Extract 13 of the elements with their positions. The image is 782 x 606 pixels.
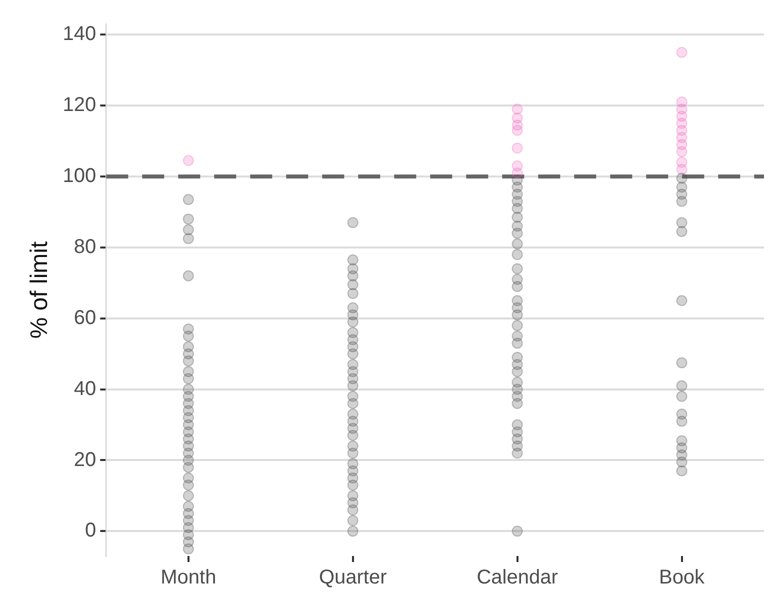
x-tick-label: Calendar — [476, 566, 558, 589]
y-tick-label: 140 — [62, 23, 96, 46]
y-tick-label: 80 — [74, 236, 96, 258]
y-tick-label: 100 — [62, 165, 96, 188]
x-tick-label: Quarter — [318, 566, 388, 589]
y-tick-label: 60 — [74, 306, 96, 329]
y-tick-label: 40 — [74, 378, 96, 400]
y-axis-title: % of limit — [26, 241, 54, 339]
x-tick-label: Month — [160, 566, 216, 589]
x-tick-label: Book — [658, 566, 706, 589]
y-tick-label: 0 — [85, 520, 96, 542]
y-tick-label: 20 — [74, 448, 96, 471]
y-tick-label: 120 — [62, 94, 96, 116]
